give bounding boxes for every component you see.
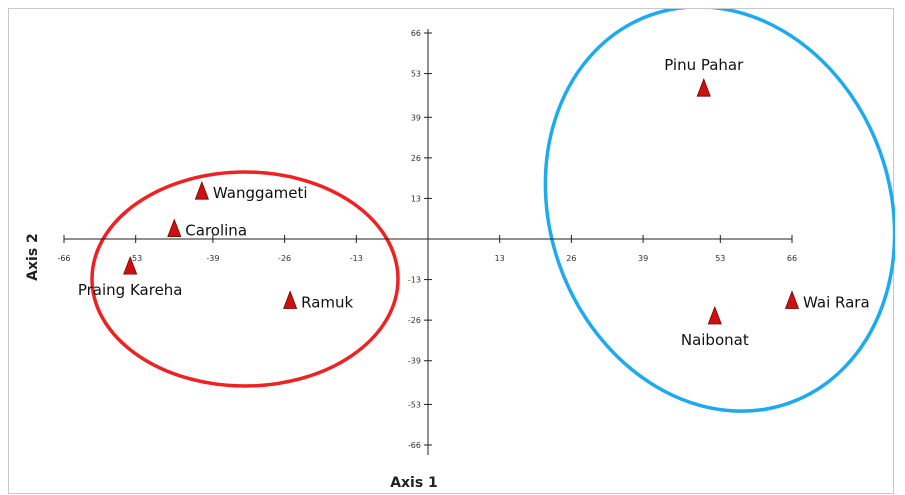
y-tick-label: 13 xyxy=(411,194,421,203)
point-label: Pinu Pahar xyxy=(664,56,744,74)
y-tick-label: 66 xyxy=(411,29,421,38)
chart-frame: -66 -53 -39 -26 -13 13 26 39 53 66 66 53 39 26 13 -13 -2… xyxy=(8,8,895,494)
x-axis-title: Axis 1 xyxy=(390,475,438,491)
point-marker xyxy=(123,255,138,275)
point-marker xyxy=(194,181,209,200)
point-label: Carolina xyxy=(185,222,247,240)
point-label: Praing Kareha xyxy=(78,281,183,299)
cluster-ellipse-2 xyxy=(543,9,895,413)
x-tick-label: 39 xyxy=(638,254,648,263)
x-tick-label: -26 xyxy=(278,254,291,263)
y-tick-label: -26 xyxy=(408,316,421,325)
point-label: Wai Rara xyxy=(803,293,870,311)
x-tick-label: 53 xyxy=(715,254,725,263)
point-marker xyxy=(707,305,722,325)
y-tick-label: 53 xyxy=(411,70,421,79)
axes xyxy=(64,29,792,455)
y-tick-label: -66 xyxy=(408,441,421,450)
point-marker xyxy=(784,290,800,309)
point-label: Naibonat xyxy=(681,331,749,349)
point-label: Ramuk xyxy=(301,293,353,311)
x-tick-label: -39 xyxy=(206,254,219,263)
y-tick-label: -39 xyxy=(408,357,421,366)
y-axis-title: Axis 2 xyxy=(25,233,41,281)
point-marker xyxy=(696,78,711,97)
y-tick-label: 39 xyxy=(411,113,421,122)
y-tick-label: -13 xyxy=(408,276,421,285)
x-tick-label: -53 xyxy=(129,254,142,263)
point-marker xyxy=(167,218,182,238)
point-label: Wanggameti xyxy=(213,184,308,202)
x-tick-label: 26 xyxy=(566,254,576,263)
x-tick-label: 13 xyxy=(495,254,505,263)
cluster-ellipses xyxy=(90,9,895,413)
point-marker xyxy=(283,290,298,309)
y-tick-label: -53 xyxy=(408,400,421,409)
cluster-ellipse-1 xyxy=(90,170,400,388)
ordination-chart: -66 -53 -39 -26 -13 13 26 39 53 66 66 53 39 26 13 -13 -2… xyxy=(25,9,895,491)
y-tick-label: 26 xyxy=(411,154,421,163)
x-tick-label: 66 xyxy=(787,254,797,263)
x-tick-label: -13 xyxy=(350,254,363,263)
axis-ticks: -66 -53 -39 -26 -13 13 26 39 53 66 66 53 39 26 13 -13 -2… xyxy=(57,29,797,450)
data-points: Pinu Pahar Wai Rara Naibonat Wanggameti Caro… xyxy=(78,56,870,349)
x-tick-label: -66 xyxy=(57,254,70,263)
